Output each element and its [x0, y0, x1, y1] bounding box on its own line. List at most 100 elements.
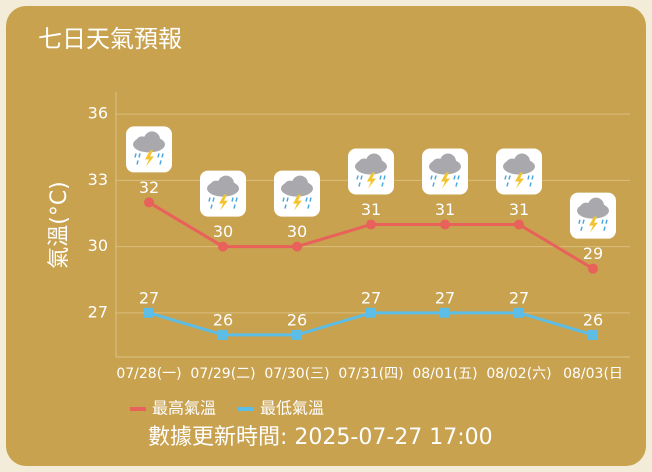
- legend-label: 最高氣溫: [152, 399, 216, 418]
- rain: [506, 182, 509, 187]
- y-tick-label: 27: [88, 302, 108, 321]
- rain: [580, 226, 583, 231]
- data-label: 26: [287, 310, 307, 329]
- rain: [504, 175, 507, 180]
- rain: [453, 175, 456, 180]
- cloud: [432, 158, 444, 171]
- rain: [531, 175, 534, 180]
- weather-icon: [422, 148, 468, 195]
- point: [292, 241, 302, 252]
- rain: [284, 204, 287, 209]
- rain: [508, 175, 511, 180]
- weather-icon: [274, 170, 320, 217]
- rain: [233, 204, 236, 209]
- weather-icon: [570, 192, 616, 239]
- rain: [529, 182, 532, 187]
- point: [292, 329, 302, 340]
- bolt: [367, 172, 376, 189]
- weather-icon: [200, 170, 246, 217]
- rain: [210, 204, 213, 209]
- chart-title: 七日天氣預報: [38, 25, 182, 53]
- point: [514, 219, 524, 230]
- cloud: [136, 136, 148, 149]
- point: [218, 241, 228, 252]
- data-label: 29: [583, 244, 603, 263]
- data-label: 27: [139, 288, 159, 307]
- point: [144, 307, 154, 318]
- x-tick-label: 07/29(二): [190, 366, 255, 382]
- card: [6, 6, 646, 466]
- bolt: [293, 194, 302, 211]
- y-tick-label: 30: [88, 236, 108, 255]
- rain: [212, 197, 215, 202]
- rain: [383, 175, 386, 180]
- cloud: [588, 197, 604, 214]
- rain: [309, 197, 312, 202]
- rain: [603, 226, 606, 231]
- data-label: 27: [361, 288, 381, 307]
- rain: [134, 153, 137, 158]
- rain: [360, 175, 363, 180]
- footer: 數據更新時間: 2025-07-27 17:00: [148, 425, 493, 450]
- cloud: [218, 175, 234, 192]
- weather-icon: [496, 148, 542, 195]
- data-label: 30: [287, 222, 307, 241]
- x-tick-label: 08/01(五): [412, 366, 477, 382]
- cloud: [358, 158, 370, 171]
- rain: [434, 175, 437, 180]
- rain: [455, 182, 458, 187]
- rain: [601, 219, 604, 224]
- point: [218, 329, 228, 340]
- data-label: 27: [435, 288, 455, 307]
- rain: [527, 175, 530, 180]
- data-label: 26: [213, 310, 233, 329]
- bolt: [145, 150, 154, 167]
- data-label: 32: [139, 178, 159, 197]
- x-tick-label: 08/03(日: [563, 366, 623, 382]
- rain: [379, 175, 382, 180]
- bolt: [515, 172, 524, 189]
- x-tick-label: 07/28(一): [116, 366, 181, 382]
- point: [440, 307, 450, 318]
- point: [366, 307, 376, 318]
- data-label: 27: [509, 288, 529, 307]
- x-tick-label: 07/30(三): [264, 366, 329, 382]
- point: [440, 219, 450, 230]
- data-label: 31: [361, 200, 381, 219]
- rain: [282, 197, 285, 202]
- y-axis-label: 氣溫(°C): [47, 181, 72, 269]
- weather-icon: [348, 148, 394, 195]
- cloud: [514, 153, 530, 170]
- rain: [136, 160, 139, 165]
- rain: [208, 197, 211, 202]
- rain: [430, 175, 433, 180]
- cloud: [292, 175, 308, 192]
- rain: [432, 182, 435, 187]
- rain: [381, 182, 384, 187]
- weather-icon: [126, 126, 172, 173]
- cloud: [366, 153, 382, 170]
- rain: [307, 204, 310, 209]
- cloud: [580, 202, 592, 215]
- legend-label: 最低氣溫: [260, 399, 324, 418]
- point: [366, 219, 376, 230]
- cloud: [284, 180, 296, 193]
- y-tick-label: 36: [88, 104, 108, 123]
- x-tick-label: 08/02(六): [486, 366, 551, 382]
- rain: [159, 160, 162, 165]
- rain: [582, 219, 585, 224]
- data-label: 31: [509, 200, 529, 219]
- point: [144, 197, 154, 208]
- cloud: [506, 158, 518, 171]
- rain: [358, 182, 361, 187]
- rain: [235, 197, 238, 202]
- rain: [231, 197, 234, 202]
- rain: [605, 219, 608, 224]
- cloud: [440, 153, 456, 170]
- y-tick-label: 33: [88, 170, 108, 189]
- rain: [138, 153, 141, 158]
- cloud: [210, 180, 222, 193]
- bolt: [441, 172, 450, 189]
